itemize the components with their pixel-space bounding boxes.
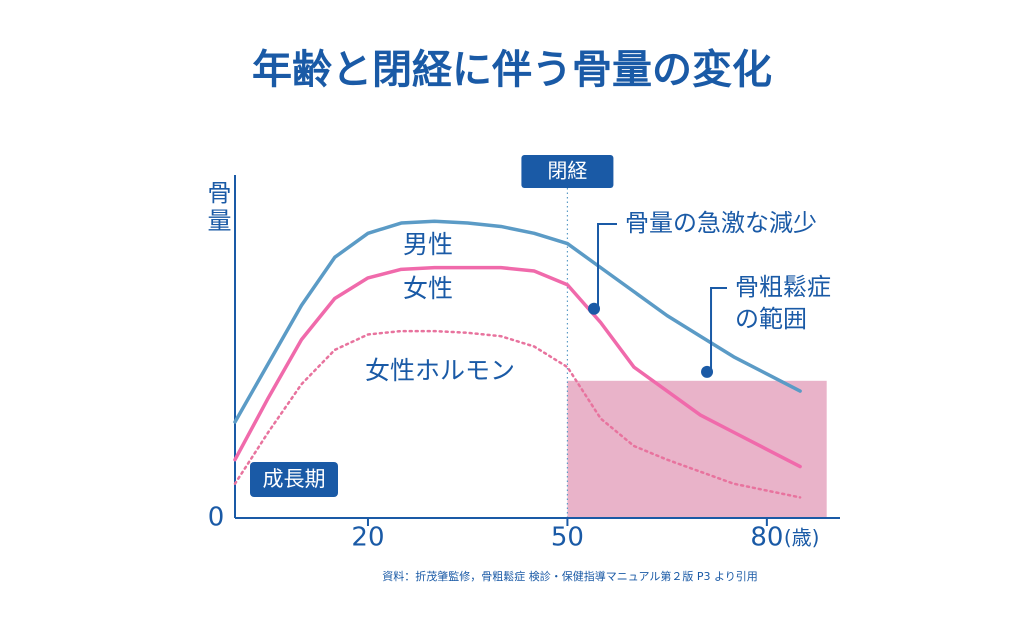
annotation-text: 骨粗鬆症: [735, 273, 831, 301]
annotation-dot: [701, 365, 714, 378]
x-tick-label: 20: [351, 523, 384, 553]
chart-title: 年齢と閉経に伴う骨量の変化: [252, 47, 772, 93]
y-axis-label: 骨量: [203, 180, 231, 236]
osteoporosis-range: [567, 380, 827, 518]
series-line: [233, 219, 802, 424]
leader-line: [597, 223, 617, 309]
annotation-text: の範囲: [735, 305, 807, 333]
series-line: [233, 329, 802, 499]
x-tick-label: 50: [551, 523, 584, 553]
x-tick-label: 80: [750, 523, 783, 553]
growth-label: 成長期: [263, 467, 326, 491]
growth-box: [250, 462, 338, 497]
series-label: 女性: [403, 274, 453, 303]
series-label: 男性: [403, 230, 453, 259]
menopause-label: 閉経: [547, 159, 587, 183]
series-label: 女性ホルモン: [365, 356, 515, 385]
source: 資料：折茂肇監修，骨粗鬆症 検診・保健指導マニュアル第２版 P3 より引用: [382, 569, 758, 583]
series-line: [233, 265, 802, 469]
annotation-dot: [588, 302, 601, 315]
leader-line: [710, 287, 727, 372]
menopause-box: [521, 155, 614, 188]
y-tick-label: 0: [208, 503, 225, 533]
x-unit: (歳): [784, 526, 820, 550]
annotation-text: 骨量の急激な減少: [625, 209, 817, 237]
